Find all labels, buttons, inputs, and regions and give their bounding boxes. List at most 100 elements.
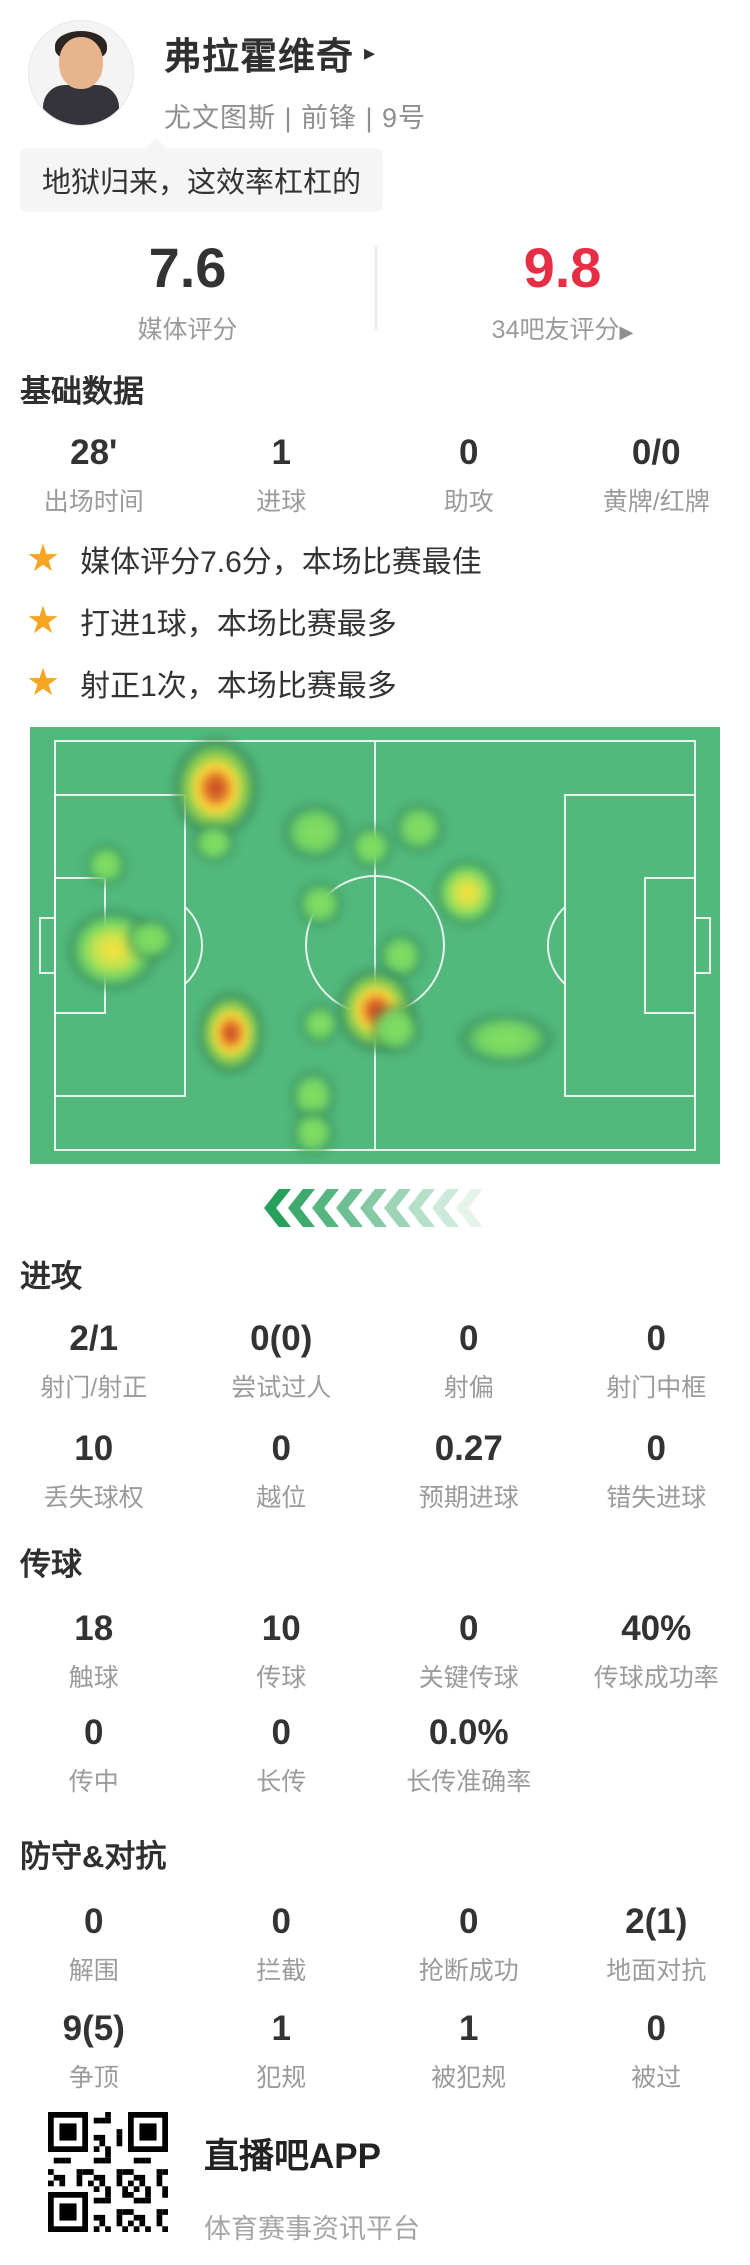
chevron-left-icon: [312, 1189, 339, 1227]
stat-assists: 0 助攻: [375, 432, 563, 518]
stat-dribbles: 0(0) 尝试过人: [188, 1318, 376, 1404]
highlight-item: ★ 射正1次，本场比赛最多: [26, 652, 482, 714]
stat-label: 越位: [256, 1484, 307, 1512]
stat-label: 传球成功率: [593, 1664, 719, 1692]
heat-blob: [457, 1012, 556, 1067]
stat-label: 争顶: [68, 2064, 119, 2092]
stat-value: 9(5): [62, 2009, 125, 2048]
stat-shots: 2/1 射门/射正: [0, 1318, 188, 1404]
stat-label: 错失进球: [606, 1484, 707, 1512]
stat-value: 0: [459, 1902, 479, 1941]
heat-blob: [347, 824, 394, 871]
ratings-divider: [375, 246, 377, 330]
highlight-text: 媒体评分7.6分，本场比赛最佳: [80, 546, 482, 579]
heat-blob: [190, 821, 237, 864]
stat-crosses: 0 传中: [0, 1712, 188, 1798]
star-icon: ★: [26, 662, 61, 704]
stat-label: 预期进球: [418, 1484, 519, 1512]
player-avatar: [28, 20, 134, 126]
star-icon: ★: [26, 600, 61, 642]
chevron-left-icon: [456, 1189, 483, 1227]
passing-stats-row-1: 18 触球 10 传球 0 关键传球 40% 传球成功率: [0, 1608, 750, 1694]
stat-dribbled-past: 0 被过: [563, 2008, 750, 2094]
stat-label: 传球: [256, 1664, 307, 1692]
fans-rating-value: 9.8: [523, 236, 602, 299]
stat-label: 射偏: [443, 1374, 494, 1402]
attack-stats-row-1: 2/1 射门/射正 0(0) 尝试过人 0 射偏 0 射门中框: [0, 1318, 750, 1404]
stat-label: 尝试过人: [231, 1374, 332, 1402]
highlight-item: ★ 打进1球，本场比赛最多: [26, 590, 482, 652]
section-title-passing: 传球: [20, 1547, 82, 1582]
stat-clearances: 0 解围: [0, 1901, 188, 1987]
app-name: 直播吧APP: [204, 2137, 381, 2176]
stat-label: 进球: [256, 488, 307, 516]
stat-value: 10: [74, 1429, 114, 1468]
fans-rating-arrow-icon: ▶: [619, 322, 634, 342]
media-rating: 7.6 媒体评分: [0, 238, 375, 346]
player-name-row[interactable]: 弗拉霍维奇 ▸: [164, 26, 426, 80]
stat-pass-accuracy: 40% 传球成功率: [563, 1608, 750, 1694]
media-rating-label: 媒体评分: [137, 316, 238, 344]
heat-blob: [433, 859, 500, 928]
heat-blob: [298, 1003, 341, 1046]
app-tagline: 体育赛事资讯平台: [204, 2214, 420, 2244]
stat-value: 2(1): [625, 1902, 688, 1941]
heat-blob: [124, 915, 177, 962]
media-rating-value: 7.6: [148, 236, 227, 299]
stat-goals: 1 进球: [188, 432, 376, 518]
basic-stats-row: 28' 出场时间 1 进球 0 助攻 0/0 黄牌/红牌: [0, 432, 750, 518]
stat-label: 出场时间: [43, 488, 144, 516]
stat-value: 0(0): [250, 1319, 313, 1358]
player-team-position-number: 尤文图斯 | 前锋 | 9号: [164, 103, 427, 133]
pitch-lines: [39, 740, 711, 1151]
heat-blob: [280, 801, 349, 862]
stat-value: 0: [84, 1713, 104, 1752]
passing-stats-row-2: 0 传中 0 长传 0.0% 长传准确率: [0, 1712, 750, 1798]
stat-label: 地面对抗: [606, 1957, 707, 1985]
fans-rating-label-text: 34吧友评分: [491, 316, 620, 344]
heat-blob: [196, 990, 265, 1075]
highlight-item: ★ 媒体评分7.6分，本场比赛最佳: [26, 528, 482, 590]
stat-value: 0: [271, 1713, 291, 1752]
stat-value: 0: [646, 2009, 666, 2048]
stat-passes: 10 传球: [188, 1608, 376, 1694]
stat-value: 2/1: [69, 1319, 119, 1358]
stat-minutes: 28' 出场时间: [0, 432, 188, 518]
footer-text: 直播吧APP 体育赛事资讯平台: [204, 2112, 420, 2246]
stat-xg: 0.27 预期进球: [375, 1428, 563, 1514]
stat-label: 被过: [631, 2064, 682, 2092]
stat-empty: [563, 1712, 750, 1798]
section-title-defense: 防守&对抗: [20, 1839, 167, 1874]
heat-blob: [295, 879, 344, 928]
stat-label: 丢失球权: [43, 1484, 144, 1512]
stat-value: 0: [459, 433, 479, 472]
stat-label: 解围: [68, 1957, 119, 1985]
stat-key-passes: 0 关键传球: [375, 1608, 563, 1694]
stat-aerial-duels: 9(5) 争顶: [0, 2008, 188, 2094]
chevron-left-icon: [264, 1189, 291, 1227]
stat-cards: 0/0 黄牌/红牌: [563, 432, 750, 518]
stat-value: 1: [459, 2009, 479, 2048]
stat-label: 触球: [68, 1664, 119, 1692]
stat-fouls: 1 犯规: [188, 2008, 376, 2094]
stat-long-balls: 0 长传: [188, 1712, 376, 1798]
player-name: 弗拉霍维奇: [164, 36, 354, 77]
stat-shots-off: 0 射偏: [375, 1318, 563, 1404]
ratings: 7.6 媒体评分 9.8 34吧友评分▶: [0, 238, 750, 346]
section-title-basic: 基础数据: [20, 374, 144, 409]
stat-value: 28': [70, 433, 118, 472]
stat-was-fouled: 1 被犯规: [375, 2008, 563, 2094]
stat-tackles-won: 0 抢断成功: [375, 1901, 563, 1987]
avatar-body: [43, 85, 119, 125]
stat-value: 0: [84, 1902, 104, 1941]
stat-value: 40%: [621, 1609, 692, 1648]
chevron-left-icon: [432, 1189, 459, 1227]
stat-value: 18: [74, 1609, 114, 1648]
footer: 直播吧APP 体育赛事资讯平台: [48, 2112, 420, 2246]
stat-label: 被犯规: [431, 2064, 507, 2092]
highlight-text: 打进1球，本场比赛最多: [80, 608, 397, 641]
defense-stats-row-2: 9(5) 争顶 1 犯规 1 被犯规 0 被过: [0, 2008, 750, 2094]
fans-rating[interactable]: 9.8 34吧友评分▶: [375, 238, 750, 346]
detail-arrow-icon: ▸: [364, 40, 376, 65]
